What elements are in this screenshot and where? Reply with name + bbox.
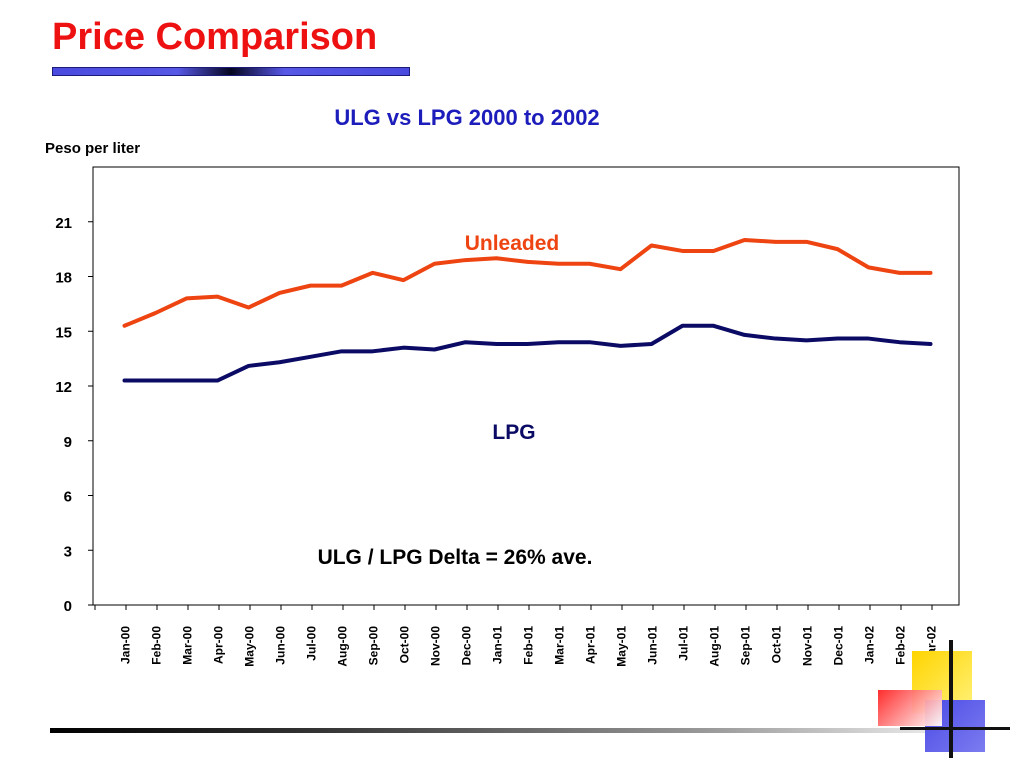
x-tick-label: Jan-00 xyxy=(119,626,133,664)
x-tick-label: Feb-02 xyxy=(894,626,908,665)
x-tick-label: Apr-01 xyxy=(584,626,598,664)
y-axis-label: Peso per liter xyxy=(45,140,140,157)
series-line-lpg xyxy=(122,323,933,383)
x-tick-label: Jun-00 xyxy=(274,626,288,665)
x-tick-label: Aug-01 xyxy=(708,626,722,667)
annotation-unleaded: Unleaded xyxy=(465,232,560,255)
x-tick-label: Apr-00 xyxy=(212,626,226,664)
x-tick-label: Mar-00 xyxy=(181,626,195,665)
x-tick-label: Feb-00 xyxy=(150,626,164,665)
x-tick-label: Feb-01 xyxy=(522,626,536,665)
x-tick-label: Jun-01 xyxy=(646,626,660,665)
y-tick-label: 3 xyxy=(64,543,72,560)
y-tick-label: 12 xyxy=(55,379,72,396)
chart-title: ULG vs LPG 2000 to 2002 xyxy=(334,105,599,130)
x-tick-label: Dec-00 xyxy=(460,626,474,666)
annotation-delta: ULG / LPG Delta = 26% ave. xyxy=(318,546,593,569)
x-tick-label: Sep-00 xyxy=(367,626,381,666)
plot-area xyxy=(92,166,960,606)
y-tick-label: 21 xyxy=(55,215,72,232)
title-underline-bar xyxy=(52,67,410,76)
x-tick-label: Oct-01 xyxy=(770,626,784,664)
decorative-red-square xyxy=(878,690,942,726)
y-tick-label: 9 xyxy=(64,434,72,451)
x-tick-label: May-01 xyxy=(615,626,629,667)
x-tick-label: May-00 xyxy=(243,626,257,667)
y-tick-label: 18 xyxy=(55,270,72,287)
x-tick-label: Nov-01 xyxy=(801,626,815,666)
y-tick-label: 15 xyxy=(55,324,72,341)
annotation-lpg: LPG xyxy=(492,421,535,444)
y-tick-label: 6 xyxy=(64,489,72,506)
x-tick-label: Jul-00 xyxy=(305,626,319,661)
series-line-unleaded xyxy=(122,238,933,328)
x-tick-label: Jan-01 xyxy=(491,626,505,664)
decorative-horizontal-line xyxy=(900,727,1010,730)
x-tick-label: Jan-02 xyxy=(863,626,877,664)
x-tick-label: Aug-00 xyxy=(336,626,350,667)
x-tick-label: Mar-01 xyxy=(553,626,567,665)
decorative-vertical-line xyxy=(949,640,953,758)
slide-title: Price Comparison xyxy=(52,16,378,58)
x-tick-label: Nov-00 xyxy=(429,626,443,666)
x-tick-label: Jul-01 xyxy=(677,626,691,661)
x-tick-label: Oct-00 xyxy=(398,626,412,664)
y-tick-label: 0 xyxy=(64,598,72,615)
footer-gradient-line xyxy=(50,728,930,733)
x-tick-label: Dec-01 xyxy=(832,626,846,666)
x-tick-label: Sep-01 xyxy=(739,626,753,666)
